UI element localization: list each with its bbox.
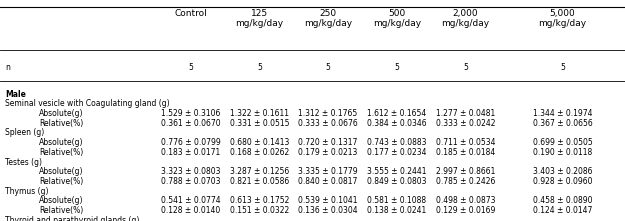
Text: 0.699 ± 0.0505: 0.699 ± 0.0505 [532,138,592,147]
Text: 0.151 ± 0.0322: 0.151 ± 0.0322 [230,206,289,215]
Text: 0.458 ± 0.0890: 0.458 ± 0.0890 [532,196,592,206]
Text: 2,000
mg/kg/day: 2,000 mg/kg/day [441,9,490,28]
Text: 3.555 ± 0.2441: 3.555 ± 0.2441 [367,167,427,176]
Text: 3.287 ± 0.1256: 3.287 ± 0.1256 [230,167,289,176]
Text: Absolute(g): Absolute(g) [39,109,84,118]
Text: 5: 5 [188,63,193,72]
Text: 0.743 ± 0.0883: 0.743 ± 0.0883 [367,138,427,147]
Text: 0.384 ± 0.0346: 0.384 ± 0.0346 [367,119,427,128]
Text: 0.613 ± 0.1752: 0.613 ± 0.1752 [230,196,289,206]
Text: 0.840 ± 0.0817: 0.840 ± 0.0817 [299,177,358,186]
Text: 0.333 ± 0.0242: 0.333 ± 0.0242 [436,119,496,128]
Text: 1.322 ± 0.1611: 1.322 ± 0.1611 [230,109,289,118]
Text: 250
mg/kg/day: 250 mg/kg/day [304,9,352,28]
Text: 0.331 ± 0.0515: 0.331 ± 0.0515 [229,119,289,128]
Text: 0.124 ± 0.0147: 0.124 ± 0.0147 [532,206,592,215]
Text: 0.129 ± 0.0169: 0.129 ± 0.0169 [436,206,496,215]
Text: Relative(%): Relative(%) [39,177,84,186]
Text: 0.720 ± 0.1317: 0.720 ± 0.1317 [299,138,358,147]
Text: 1.277 ± 0.0481: 1.277 ± 0.0481 [436,109,495,118]
Text: 0.788 ± 0.0703: 0.788 ± 0.0703 [161,177,221,186]
Text: 0.711 ± 0.0534: 0.711 ± 0.0534 [436,138,496,147]
Text: Male: Male [5,90,26,99]
Text: n: n [5,63,10,72]
Text: 5,000
mg/kg/day: 5,000 mg/kg/day [539,9,586,28]
Text: 0.128 ± 0.0140: 0.128 ± 0.0140 [161,206,220,215]
Text: 0.928 ± 0.0960: 0.928 ± 0.0960 [532,177,592,186]
Text: 0.168 ± 0.0262: 0.168 ± 0.0262 [230,148,289,157]
Text: 0.776 ± 0.0799: 0.776 ± 0.0799 [161,138,221,147]
Text: Absolute(g): Absolute(g) [39,167,84,176]
Text: 1.344 ± 0.1974: 1.344 ± 0.1974 [532,109,592,118]
Text: Relative(%): Relative(%) [39,119,84,128]
Text: 3.323 ± 0.0803: 3.323 ± 0.0803 [161,167,221,176]
Text: 5: 5 [463,63,468,72]
Text: 0.498 ± 0.0873: 0.498 ± 0.0873 [436,196,496,206]
Text: 2.997 ± 0.8661: 2.997 ± 0.8661 [436,167,496,176]
Text: Absolute(g): Absolute(g) [39,196,84,206]
Text: Thymus (g): Thymus (g) [5,187,49,196]
Text: Relative(%): Relative(%) [39,148,84,157]
Text: 0.136 ± 0.0304: 0.136 ± 0.0304 [298,206,358,215]
Text: 0.785 ± 0.2426: 0.785 ± 0.2426 [436,177,496,186]
Text: Spleen (g): Spleen (g) [5,128,44,137]
Text: 5: 5 [394,63,399,72]
Text: 5: 5 [257,63,262,72]
Text: 0.185 ± 0.0184: 0.185 ± 0.0184 [436,148,495,157]
Text: 0.581 ± 0.1088: 0.581 ± 0.1088 [368,196,426,206]
Text: 5: 5 [560,63,565,72]
Text: 0.367 ± 0.0656: 0.367 ± 0.0656 [532,119,592,128]
Text: 0.333 ± 0.0676: 0.333 ± 0.0676 [298,119,358,128]
Text: Relative(%): Relative(%) [39,206,84,215]
Text: Thyroid and parathyroid glands (g): Thyroid and parathyroid glands (g) [5,216,139,221]
Text: 125
mg/kg/day: 125 mg/kg/day [235,9,284,28]
Text: 0.183 ± 0.0171: 0.183 ± 0.0171 [161,148,220,157]
Text: 0.849 ± 0.0803: 0.849 ± 0.0803 [367,177,427,186]
Text: 0.177 ± 0.0234: 0.177 ± 0.0234 [367,148,427,157]
Text: 3.403 ± 0.2086: 3.403 ± 0.2086 [532,167,592,176]
Text: 0.361 ± 0.0670: 0.361 ± 0.0670 [161,119,221,128]
Text: 0.541 ± 0.0774: 0.541 ± 0.0774 [161,196,221,206]
Text: 3.335 ± 0.1779: 3.335 ± 0.1779 [298,167,358,176]
Text: Absolute(g): Absolute(g) [39,138,84,147]
Text: Testes (g): Testes (g) [5,158,42,167]
Text: 1.529 ± 0.3106: 1.529 ± 0.3106 [161,109,221,118]
Text: 500
mg/kg/day: 500 mg/kg/day [372,9,421,28]
Text: 0.179 ± 0.0213: 0.179 ± 0.0213 [299,148,358,157]
Text: 0.138 ± 0.0241: 0.138 ± 0.0241 [368,206,426,215]
Text: 0.821 ± 0.0586: 0.821 ± 0.0586 [230,177,289,186]
Text: 1.612 ± 0.1654: 1.612 ± 0.1654 [368,109,426,118]
Text: 0.680 ± 0.1413: 0.680 ± 0.1413 [230,138,289,147]
Text: 0.539 ± 0.1041: 0.539 ± 0.1041 [298,196,358,206]
Text: Control: Control [174,9,207,18]
Text: Seminal vesicle with Coagulating gland (g): Seminal vesicle with Coagulating gland (… [5,99,169,108]
Text: 5: 5 [326,63,331,72]
Text: 1.312 ± 0.1765: 1.312 ± 0.1765 [299,109,358,118]
Text: 0.190 ± 0.0118: 0.190 ± 0.0118 [533,148,592,157]
